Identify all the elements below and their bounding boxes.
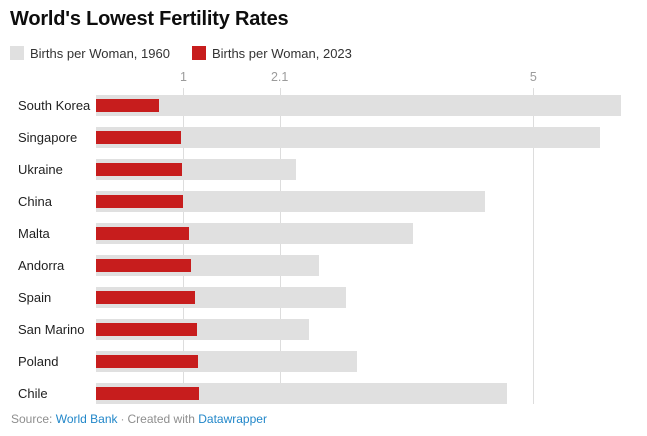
bar-track xyxy=(96,191,647,212)
chart-row: San Marino xyxy=(10,319,647,340)
bar-2023 xyxy=(96,259,192,272)
chart-row: South Korea xyxy=(10,95,647,116)
datawrapper-link[interactable]: Datawrapper xyxy=(198,412,267,426)
chart-row: Ukraine xyxy=(10,159,647,180)
bar-1960 xyxy=(96,191,486,212)
country-label: Andorra xyxy=(18,258,65,273)
bar-track xyxy=(96,127,647,148)
country-label: Singapore xyxy=(18,130,78,145)
bar-2023 xyxy=(96,195,184,208)
country-label: Ukraine xyxy=(18,162,63,177)
created-with-label: Created with xyxy=(127,412,195,426)
bar-1960 xyxy=(96,95,621,116)
x-axis: 1 2.1 5 xyxy=(96,70,647,86)
bar-2023 xyxy=(96,163,182,176)
country-label: South Korea xyxy=(18,98,91,113)
bar-track xyxy=(96,159,647,180)
axis-tick-label: 5 xyxy=(529,70,537,84)
country-label: San Marino xyxy=(18,322,85,337)
chart-rows: South Korea Singapore Ukraine China Malta And… xyxy=(10,95,647,404)
bar-track xyxy=(96,319,647,340)
bar-2023 xyxy=(96,355,199,368)
chart-row: Chile xyxy=(10,383,647,404)
bar-track xyxy=(96,383,647,404)
bar-track xyxy=(96,223,647,244)
country-label: Spain xyxy=(18,290,52,305)
country-label: China xyxy=(18,194,52,209)
bar-1960 xyxy=(96,127,600,148)
bar-track xyxy=(96,95,647,116)
chart-title: World's Lowest Fertility Rates xyxy=(10,8,289,30)
chart-row: Poland xyxy=(10,351,647,372)
legend-label-1960: Births per Woman, 1960 xyxy=(30,45,170,61)
bar-track xyxy=(96,255,647,276)
axis-tick-label: 1 xyxy=(179,70,187,84)
chart-card: World's Lowest Fertility Rates Births pe… xyxy=(10,8,647,426)
legend-item-1960: Births per Woman, 1960 xyxy=(10,46,170,61)
chart-row: China xyxy=(10,191,647,212)
chart-row: Singapore xyxy=(10,127,647,148)
legend-item-2023: Births per Woman, 2023 xyxy=(191,45,352,61)
bar-2023 xyxy=(96,323,197,336)
plot-area: South Korea Singapore Ukraine China Malta And… xyxy=(10,86,647,404)
bar-2023 xyxy=(96,291,195,304)
legend: Births per Woman, 1960 Births per Woman,… xyxy=(10,45,647,61)
legend-swatch-2023 xyxy=(191,46,206,60)
bar-chart: 1 2.1 5 South Korea Singapore Ukraine China Ma… xyxy=(10,70,647,404)
bar-2023 xyxy=(96,227,189,240)
bar-2023 xyxy=(96,131,181,144)
country-label: Malta xyxy=(18,226,50,241)
bar-2023 xyxy=(96,99,159,112)
country-label: Poland xyxy=(18,354,59,369)
legend-swatch-1960 xyxy=(10,46,24,60)
legend-label-2023: Births per Woman, 2023 xyxy=(211,45,352,61)
attribution: Source: World Bank · Created with Datawrap… xyxy=(10,412,647,426)
bar-track xyxy=(96,351,647,372)
footer-separator: · xyxy=(120,412,125,426)
country-label: Chile xyxy=(18,386,48,401)
source-link[interactable]: World Bank xyxy=(55,412,118,426)
bar-track xyxy=(96,287,647,308)
chart-row: Spain xyxy=(10,287,647,308)
chart-row: Malta xyxy=(10,223,647,244)
source-label: Source: xyxy=(11,412,53,426)
bar-2023 xyxy=(96,387,200,400)
axis-tick-label: 2.1 xyxy=(270,70,289,84)
chart-row: Andorra xyxy=(10,255,647,276)
